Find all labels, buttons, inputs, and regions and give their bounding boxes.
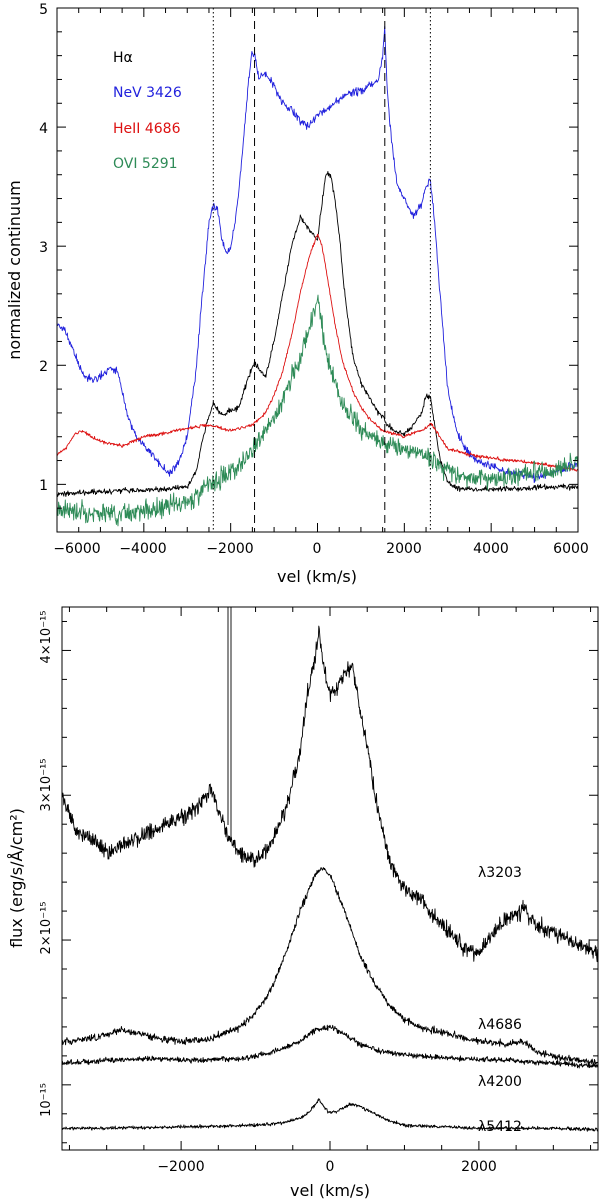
series-label-4686: λ4686	[478, 1017, 522, 1033]
bottom-ticks	[62, 607, 598, 1150]
bottom-x-tick-labels: −2000 0 2000	[157, 1159, 497, 1175]
top-y-axis-label: normalized continuum	[5, 180, 24, 359]
top-y-tick-label: 3	[39, 240, 48, 256]
top-y-tick-label: 1	[39, 478, 48, 494]
top-y-tick-label: 5	[39, 2, 48, 18]
legend-entry-ovi: OVI 5291	[113, 156, 178, 172]
bottom-y-tick-label: 4×10⁻¹⁵	[39, 611, 54, 664]
series-line	[62, 1024, 598, 1069]
top-x-tick-label: −2000	[206, 541, 253, 557]
legend-entry-heii: HeII 4686	[113, 121, 181, 137]
series-line	[57, 294, 578, 527]
legend-entry-nev: NeV 3426	[113, 85, 182, 101]
bottom-x-tick-label: 2000	[461, 1159, 497, 1175]
top-y-tick-label: 4	[39, 121, 48, 137]
top-y-tick-label: 2	[39, 359, 48, 375]
top-x-tick-label: 2000	[386, 541, 422, 557]
top-x-tick-label: 6000	[553, 541, 589, 557]
series-line	[62, 625, 598, 963]
top-x-tick-label: 4000	[473, 541, 509, 557]
bottom-series-layer	[62, 625, 598, 1132]
bottom-y-tick-labels: 10⁻¹⁵ 2×10⁻¹⁵ 3×10⁻¹⁵ 4×10⁻¹⁵	[39, 611, 54, 1117]
top-series-layer	[57, 26, 578, 527]
series-label-5412: λ5412	[478, 1119, 522, 1135]
top-x-axis-label: vel (km/s)	[277, 567, 357, 586]
series-label-3203: λ3203	[478, 865, 522, 881]
bottom-y-tick-label: 2×10⁻¹⁵	[39, 902, 54, 955]
top-x-tick-label: −6000	[53, 541, 100, 557]
top-y-tick-labels: 1 2 3 4 5	[39, 2, 48, 494]
bottom-y-tick-label: 10⁻¹⁵	[39, 1083, 54, 1117]
top-x-tick-label: −4000	[119, 541, 166, 557]
top-reference-lines	[212, 8, 431, 532]
series-line	[57, 26, 578, 484]
panel-bottom: λ3203 λ4686 λ4200 λ5412 −2000 0 2000 10⁻…	[7, 606, 599, 1200]
bottom-series-labels: λ3203 λ4686 λ4200 λ5412	[478, 865, 522, 1135]
top-x-tick-label: 0	[313, 541, 322, 557]
series-line	[62, 1098, 598, 1132]
bottom-x-axis-label: vel (km/s)	[290, 1181, 370, 1200]
legend-entry-halpha: Hα	[113, 50, 133, 66]
bottom-y-tick-label: 3×10⁻¹⁵	[39, 759, 54, 812]
panel-top: Hα NeV 3426 HeII 4686 OVI 5291 −6000 −40…	[5, 2, 589, 586]
top-ticks	[56, 7, 579, 533]
series-line	[57, 170, 578, 497]
bottom-x-tick-label: −2000	[157, 1159, 204, 1175]
series-label-4200: λ4200	[478, 1074, 522, 1090]
bottom-x-tick-label: 0	[326, 1159, 335, 1175]
top-legend: Hα NeV 3426 HeII 4686 OVI 5291	[113, 50, 182, 172]
series-line	[62, 867, 598, 1067]
bottom-y-axis-label: flux (erg/s/Å/cm²)	[7, 808, 26, 948]
top-x-tick-labels: −6000 −4000 −2000 0 2000 4000 6000	[53, 541, 589, 557]
series-line	[57, 233, 578, 472]
